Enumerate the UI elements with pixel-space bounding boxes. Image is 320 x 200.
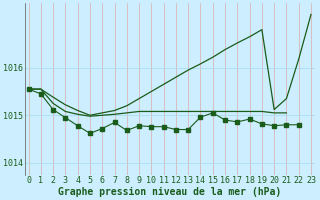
X-axis label: Graphe pression niveau de la mer (hPa): Graphe pression niveau de la mer (hPa) <box>58 186 281 197</box>
